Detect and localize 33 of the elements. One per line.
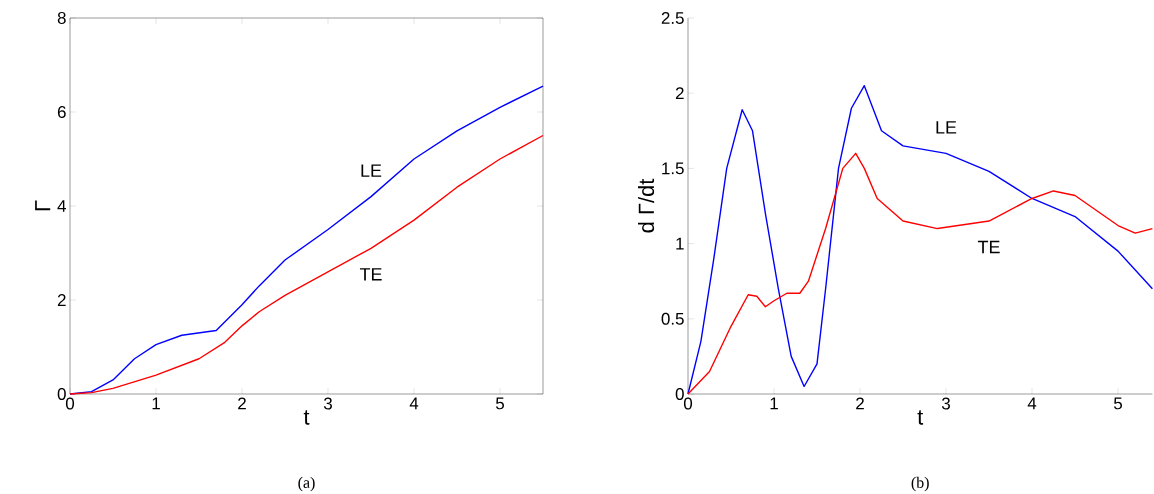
x-tick-label: 0 <box>683 397 693 410</box>
series-label: TE <box>977 240 1000 254</box>
y-tick-label: 1 <box>676 237 684 250</box>
x-tick-label: 3 <box>323 397 332 410</box>
x-tick-label: 1 <box>770 397 778 410</box>
x-tick-label: 0 <box>65 397 75 410</box>
y-tick-label: 8 <box>57 12 66 24</box>
y-tick-label: 0 <box>57 388 66 400</box>
x-axis-title: t <box>303 410 310 425</box>
y-tick-label: 2.5 <box>661 12 684 24</box>
x-tick-label: 5 <box>495 397 504 410</box>
y-axis-title: d Γ/dt <box>638 178 655 233</box>
series-label: LE <box>361 164 382 177</box>
x-tick-label: 4 <box>1027 397 1037 410</box>
y-tick-label: 6 <box>57 106 66 118</box>
y-tick-label: 4 <box>57 200 66 212</box>
y-tick-label: 2 <box>675 87 684 100</box>
x-tick-label: 4 <box>409 397 419 410</box>
x-tick-label: 1 <box>152 397 160 410</box>
y-tick-label: 0 <box>675 388 684 400</box>
x-axis-title: t <box>917 410 924 425</box>
x-tick-label: 2 <box>238 397 246 410</box>
text: (b) <box>911 476 929 492</box>
series-label: LE <box>936 121 957 134</box>
y-tick-label: 0.5 <box>661 312 684 325</box>
x-tick-label: 5 <box>1113 397 1122 410</box>
x-tick-label: 2 <box>856 397 864 410</box>
y-tick-label: 1.5 <box>662 162 684 175</box>
series-label: TE <box>359 268 382 281</box>
y-tick-label: 2 <box>57 294 66 306</box>
y-axis-title: Γ <box>35 200 51 211</box>
text: (a) <box>298 476 315 492</box>
x-tick-label: 3 <box>941 397 950 410</box>
